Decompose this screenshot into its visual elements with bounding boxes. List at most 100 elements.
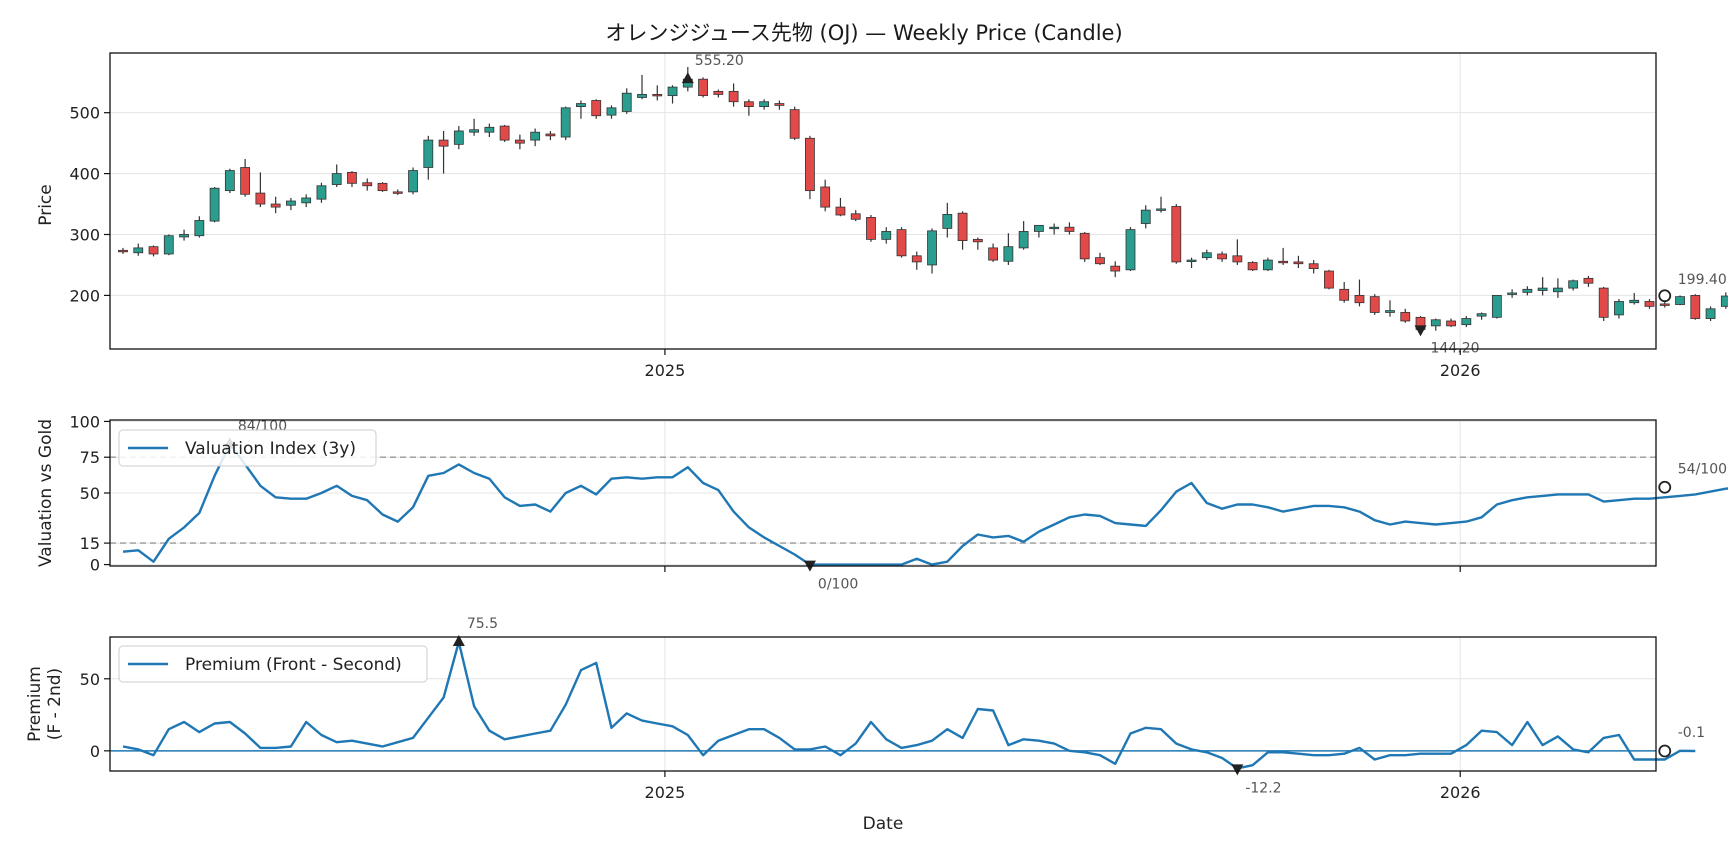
candle-body	[316, 185, 327, 200]
candle-body	[301, 197, 312, 204]
candle-body	[1324, 270, 1334, 289]
candle-body	[1232, 255, 1243, 263]
candle-body	[774, 103, 785, 106]
candle	[392, 189, 403, 195]
candle	[377, 182, 388, 192]
y-tick-label: 300	[69, 225, 100, 244]
candle	[1110, 261, 1121, 278]
candle	[362, 178, 373, 191]
candle-body	[743, 101, 754, 107]
candle	[591, 99, 602, 119]
candle-body	[1507, 292, 1518, 295]
candle	[759, 99, 770, 110]
x-tick-label: 2026	[1440, 783, 1481, 802]
candle	[301, 194, 312, 208]
candle-body	[1217, 253, 1227, 260]
candle	[896, 227, 907, 258]
last-marker	[1658, 480, 1672, 494]
candle-body	[1339, 288, 1350, 301]
last-marker	[1658, 289, 1672, 303]
candle-body	[545, 133, 556, 137]
candle-body	[270, 203, 281, 208]
candle	[545, 130, 556, 141]
candle-body	[1079, 232, 1090, 260]
candle	[1476, 312, 1487, 320]
candle-body	[820, 186, 831, 208]
candle	[1598, 286, 1609, 321]
candle	[530, 128, 541, 147]
valuation-legend: Valuation Index (3y)	[118, 429, 377, 467]
candle-body	[1675, 296, 1685, 305]
last-marker	[1658, 744, 1672, 758]
candle	[820, 179, 831, 212]
candle-body	[209, 187, 220, 222]
candle	[1049, 223, 1060, 235]
candle-body	[1690, 295, 1701, 319]
max-marker	[681, 72, 694, 84]
valuation-y-label: Valuation vs Gold	[36, 419, 56, 567]
candle	[1507, 289, 1518, 298]
y-tick-label: 0	[90, 742, 100, 761]
premium-series-line	[122, 640, 1696, 770]
candle-body	[438, 139, 449, 147]
candle-body	[591, 100, 602, 117]
candle	[1018, 221, 1029, 250]
y-tick-label: 15	[80, 534, 100, 553]
candles	[118, 67, 1728, 332]
candle-body	[606, 107, 617, 116]
candle-body	[1644, 301, 1655, 307]
candle-body	[408, 170, 418, 193]
candle	[1644, 299, 1655, 309]
premium-panel: 75.5 -12.2 -0.1 0 50 2025 2026 Premium (F - …	[25, 616, 1705, 834]
candle	[652, 85, 663, 101]
candle-body	[1003, 246, 1014, 262]
candle-body	[1186, 259, 1197, 262]
last-label: 54/100	[1678, 461, 1727, 477]
y-tick-label: 0	[90, 556, 100, 575]
candle-body	[927, 230, 937, 266]
candle-body	[1430, 319, 1441, 327]
candle-body	[1293, 261, 1304, 265]
candle	[469, 118, 479, 136]
y-tick-label: 400	[69, 165, 100, 184]
candle	[1446, 318, 1456, 328]
candle-body	[1369, 296, 1380, 313]
candle	[453, 126, 464, 150]
candle	[1140, 205, 1151, 229]
candle-body	[759, 101, 770, 107]
candle-body	[576, 103, 586, 107]
premium-y-label: Premium	[25, 666, 45, 742]
candle-body	[133, 247, 144, 254]
candle-body	[1491, 295, 1502, 318]
candle-body	[1568, 280, 1579, 289]
y-tick-label: 50	[80, 670, 100, 689]
candle-body	[499, 125, 510, 141]
candle-body	[530, 131, 541, 141]
candle-body	[835, 206, 846, 216]
candle-body	[1354, 295, 1365, 304]
candle	[484, 123, 495, 138]
candle	[1675, 295, 1685, 306]
candle	[1232, 239, 1243, 265]
candle	[1278, 247, 1289, 265]
candle-body	[1308, 263, 1319, 270]
y-tick-label: 200	[69, 286, 100, 305]
candle-body	[957, 212, 968, 241]
candle-body	[1247, 262, 1258, 271]
candle	[408, 167, 418, 195]
candle	[1430, 318, 1441, 331]
candle-body	[453, 130, 464, 145]
candle	[1201, 249, 1212, 261]
candle-body	[1522, 288, 1533, 293]
candle-body	[1461, 318, 1472, 326]
candle	[331, 164, 342, 187]
candle	[224, 168, 235, 194]
candle-body	[179, 234, 189, 238]
candle-body	[1140, 209, 1151, 224]
candle	[927, 228, 937, 274]
min-marker	[1414, 325, 1427, 337]
candle	[1614, 299, 1624, 319]
candle-body	[1614, 301, 1624, 316]
